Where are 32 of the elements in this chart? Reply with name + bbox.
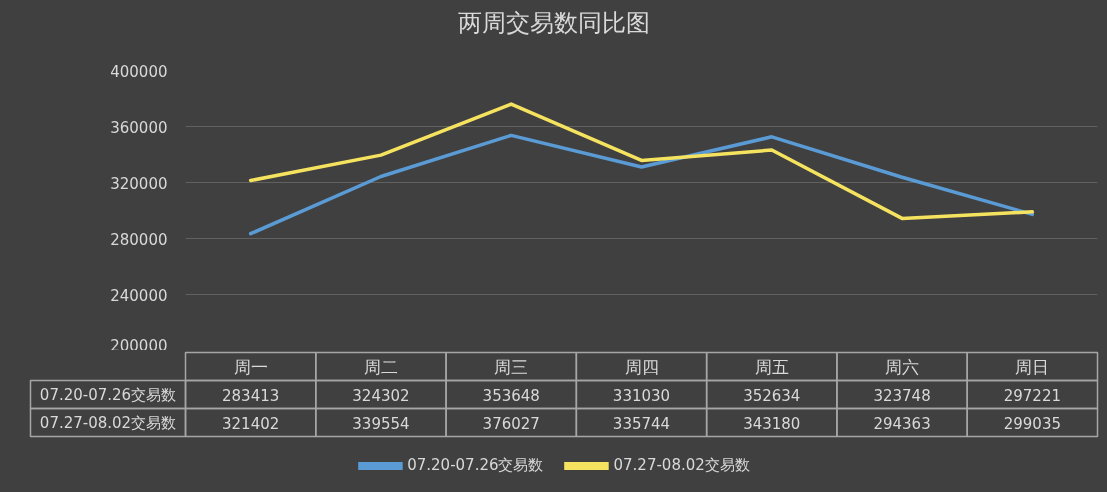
- x-tick-label: 周五: [754, 356, 789, 377]
- x-tick-label: 周四: [624, 356, 659, 377]
- data-label: 353648: [482, 386, 540, 405]
- text: 07.20-07.26交易数: [39, 385, 177, 404]
- data-label: 321402: [222, 414, 280, 433]
- data-label: 331030: [612, 386, 671, 405]
- data-label: 376027: [482, 414, 540, 433]
- data-label: 339554: [352, 414, 410, 433]
- data-label: 335744: [612, 414, 671, 433]
- x-tick-label: 周三: [494, 356, 529, 377]
- data-label: 323748: [873, 386, 931, 405]
- y-tick-label: 320000: [110, 174, 168, 193]
- x-tick-label: 周六: [885, 356, 920, 377]
- data-label: 297221: [1003, 386, 1061, 405]
- y-tick-label: 280000: [110, 230, 168, 249]
- y-tick-label: 240000: [110, 286, 168, 305]
- text: 07.27-08.02交易数: [39, 413, 177, 432]
- x-tick-label: 周二: [363, 356, 398, 377]
- data-label: 343180: [743, 414, 801, 433]
- legend-label: 07.20-07.26交易数: [407, 455, 544, 475]
- data-label: 352634: [743, 386, 801, 405]
- data-label: 294363: [873, 414, 931, 433]
- y-tick-label: 200000: [110, 336, 168, 355]
- x-tick-label: 周一: [233, 356, 268, 377]
- chart-title: 两周交易数同比图: [458, 8, 650, 37]
- x-tick-label: 周日: [1015, 356, 1050, 377]
- data-label: 283413: [222, 386, 280, 405]
- y-tick-label: 360000: [110, 118, 168, 137]
- legend-label: 07.27-08.02交易数: [613, 455, 750, 475]
- y-tick-label: 400000: [110, 62, 168, 81]
- data-label: 299035: [1003, 414, 1061, 433]
- data-label: 324302: [352, 386, 410, 405]
